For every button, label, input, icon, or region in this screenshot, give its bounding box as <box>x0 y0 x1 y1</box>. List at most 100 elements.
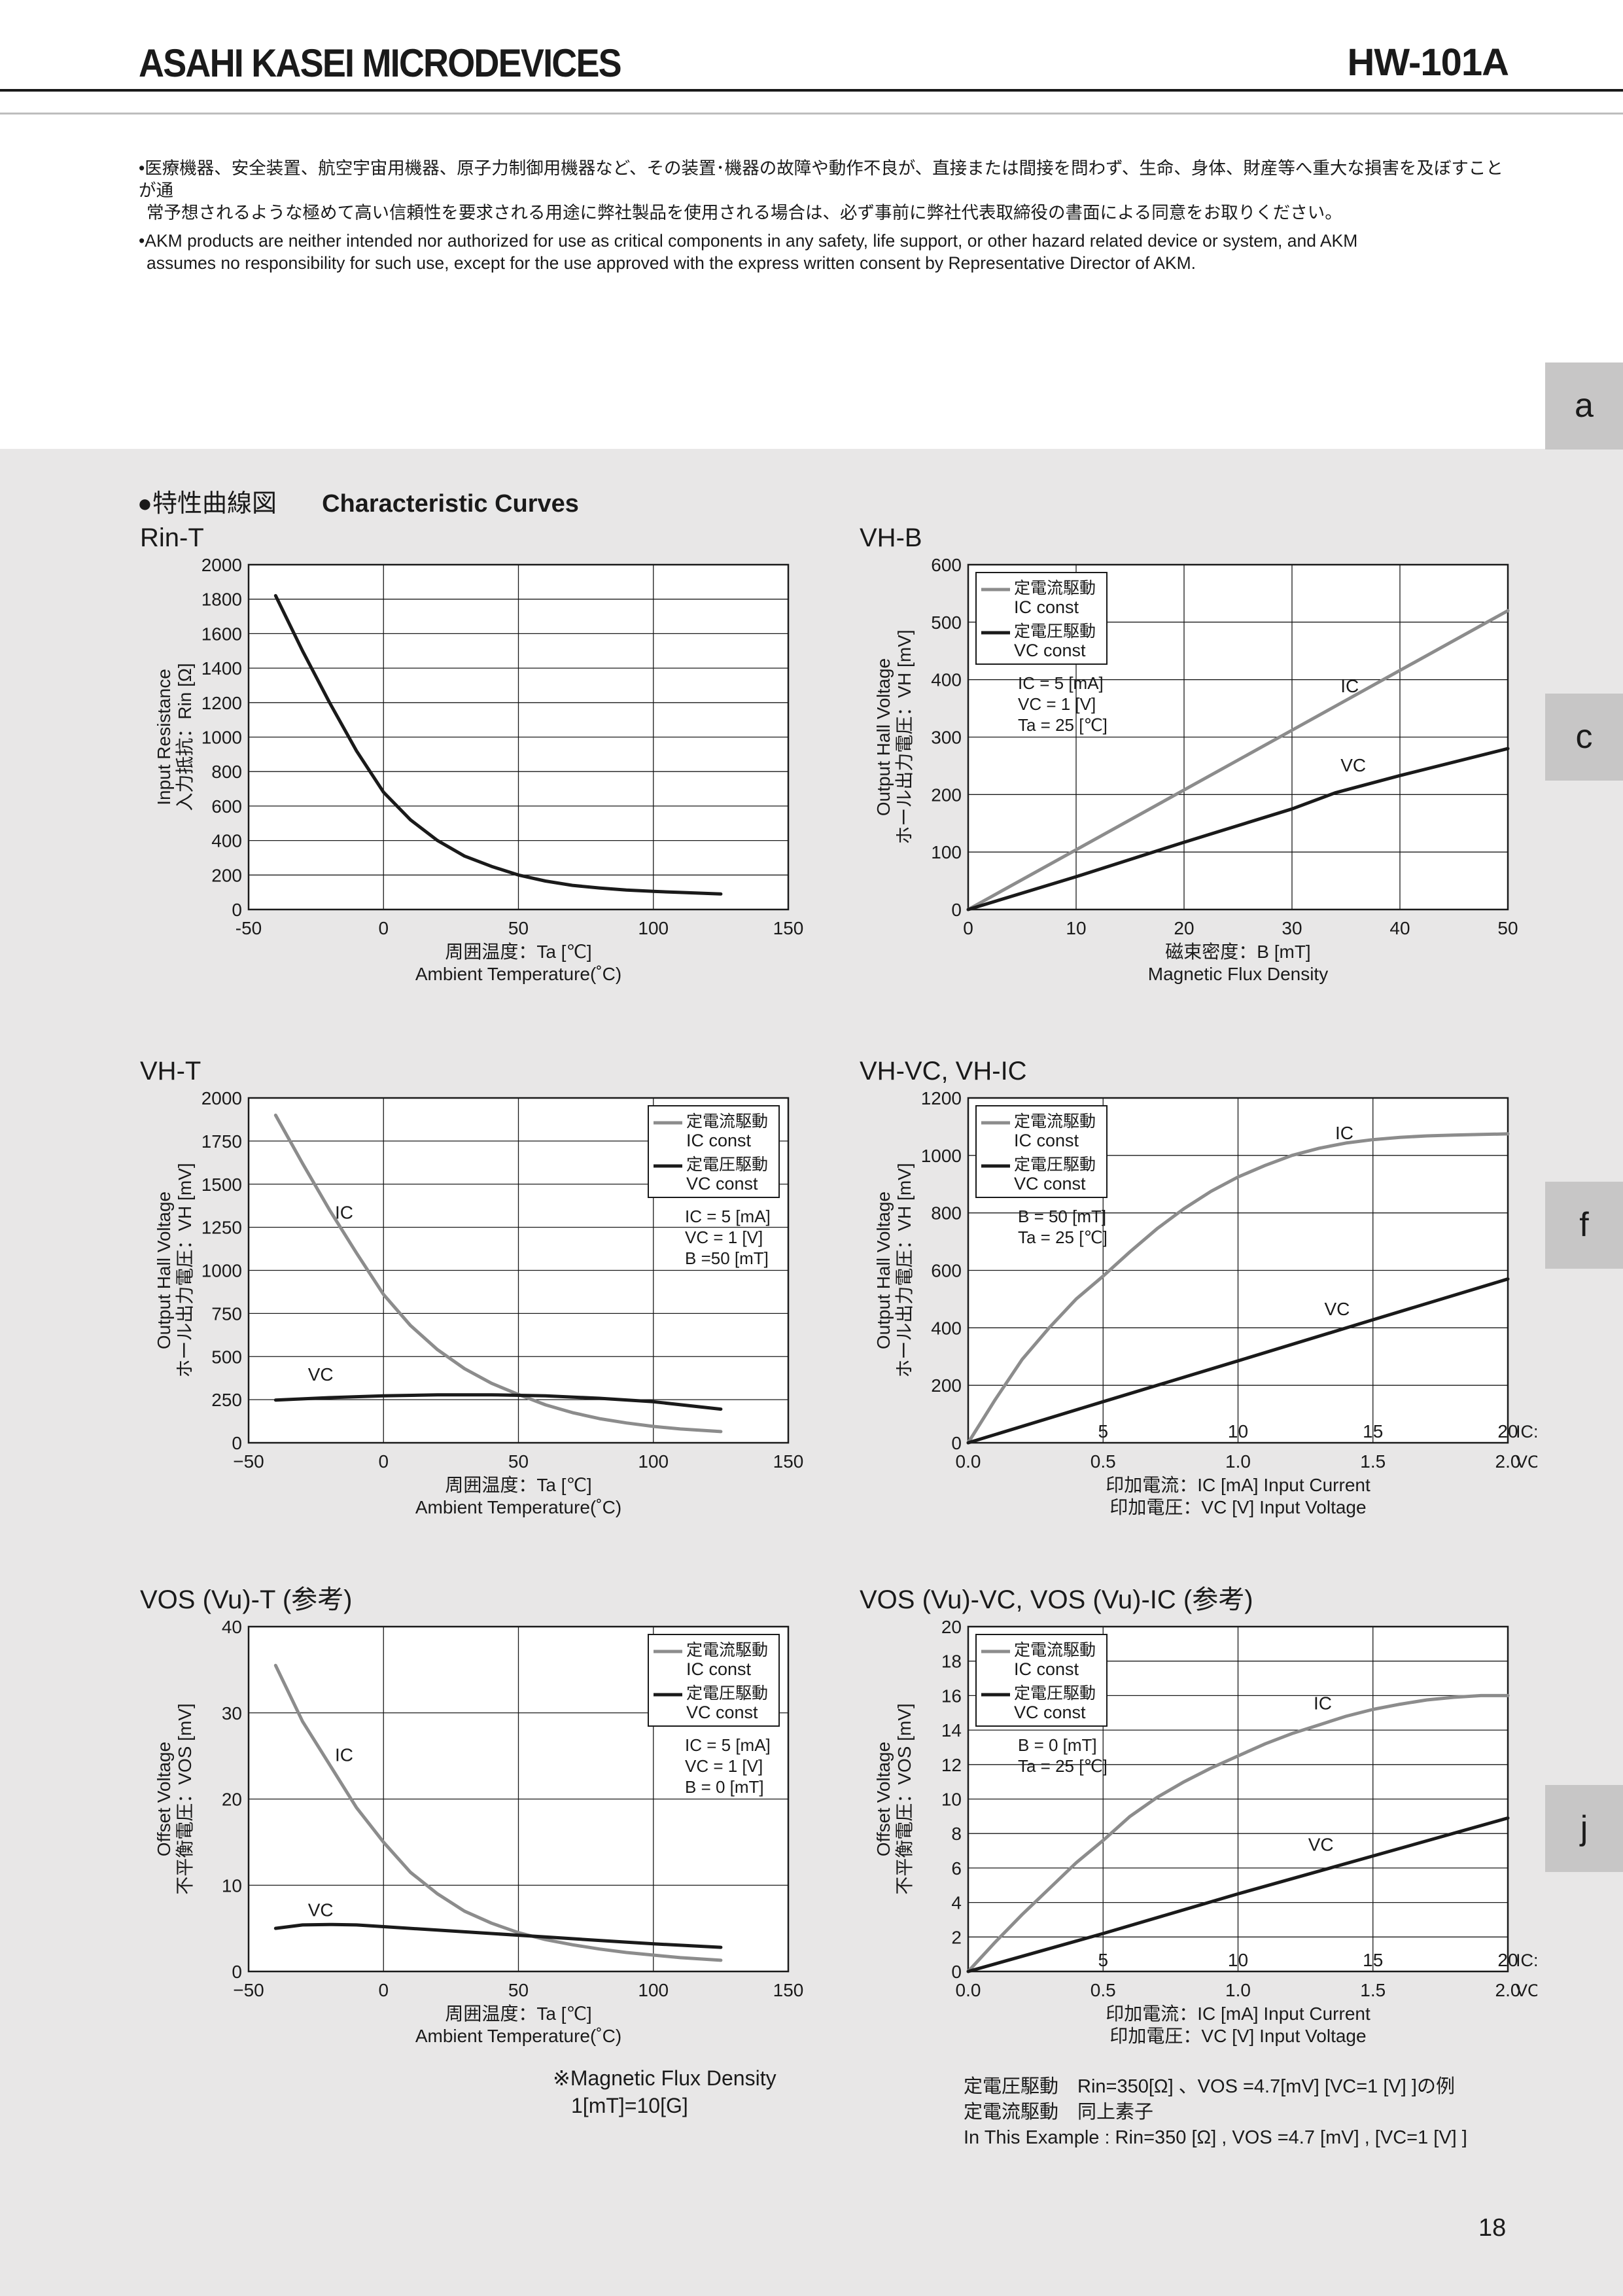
condition-text: Ta = 25 [℃] <box>1018 1756 1108 1776</box>
conditions: B = 0 [mT]Ta = 25 [℃] <box>1018 1735 1108 1776</box>
y-tick-label: 1750 <box>201 1131 242 1152</box>
y-tick-label: 10 <box>941 1790 962 1810</box>
tab-c[interactable]: c <box>1545 694 1623 781</box>
y-tick-label: 0 <box>951 900 962 920</box>
legend-entry: 定電圧駆動 <box>686 1684 768 1703</box>
y-tick-label: 400 <box>931 1318 962 1338</box>
legend-entry: 定電流駆動 <box>686 1112 768 1131</box>
x-tick-label-ic: 10 <box>1228 1421 1248 1441</box>
x-tick-label: 40 <box>1389 918 1410 938</box>
legend-entry: IC const <box>1014 597 1079 617</box>
x-tick-label-ic: 20 <box>1497 1421 1518 1441</box>
x-axis-label-en: 印加電圧：VC [V] Input Voltage <box>1109 1497 1366 1517</box>
x-unit-ic: IC:[mA] <box>1516 1422 1537 1441</box>
x-tick-label: 1.5 <box>1360 1451 1386 1472</box>
x-unit-vc: VC:[V] <box>1516 1981 1537 2000</box>
notice-en-line2: assumes no responsibility for such use, … <box>147 253 1196 273</box>
x-tick-label: −50 <box>233 1451 264 1472</box>
y-axis-label-en: Input Resistance <box>154 669 174 805</box>
series-label: IC <box>1335 1123 1353 1143</box>
y-tick-label: 40 <box>222 1617 242 1637</box>
series-label: IC <box>335 1202 353 1222</box>
chart-rin-t: Rin-T -50 0 50 100 150 0 200 400 600 800 1000 1200 14… <box>131 520 818 1021</box>
x-tick-label: 0.5 <box>1091 1451 1116 1472</box>
condition-text: B = 0 [mT] <box>685 1777 764 1797</box>
chart-title: VH-T <box>140 1057 201 1086</box>
series-label: IC <box>1340 676 1359 696</box>
series-label: VC <box>1308 1835 1334 1855</box>
x-axis-label-en: Magnetic Flux Density <box>1148 964 1328 984</box>
condition-text: IC = 5 [mA] <box>685 1207 771 1226</box>
page-number: 18 <box>1478 2214 1507 2242</box>
y-axis-label-jp: ホール出力電圧：VH [mV] <box>175 1163 195 1377</box>
y-tick-label: 0 <box>951 1433 962 1453</box>
x-tick-label: 1.0 <box>1225 1980 1251 2000</box>
chart-vh-b: VH-B 0 10 20 30 40 50 0 100 200 300 400 500 600 磁束密度：B… <box>850 520 1537 1021</box>
chart-title: VOS (Vu)-VC, VOS (Vu)-IC (参考) <box>860 1585 1253 1614</box>
x-axis-label-en: Ambient Temperature(˚C) <box>415 964 621 984</box>
y-tick-label: 6 <box>951 1858 962 1879</box>
y-tick-label: 200 <box>931 785 962 805</box>
chart-svg: VH-B0 10 20 30 40 500100200300400500600磁束密度：B… <box>860 523 1518 984</box>
series-label: IC <box>335 1745 353 1765</box>
y-axis-label-en: Output Hall Voltage <box>873 658 894 816</box>
y-axis-label-en: Output Hall Voltage <box>873 1192 894 1349</box>
y-tick-label: 1200 <box>201 693 242 713</box>
y-tick-label: 30 <box>222 1703 242 1723</box>
conditions: IC = 5 [mA]VC = 1 [V]Ta = 25 [℃] <box>1018 673 1108 735</box>
y-tick-label: 400 <box>211 831 242 851</box>
series-line-ic <box>273 1663 723 1962</box>
notice-jp: •医療機器、安全装置、航空宇宙用機器、原子力制御用機器など、その装置･機器の故障… <box>139 157 1512 224</box>
y-tick-label: 600 <box>931 555 962 575</box>
tab-f[interactable]: f <box>1545 1182 1623 1269</box>
legend-entry: IC const <box>1014 1131 1079 1150</box>
y-tick-label: 4 <box>951 1893 962 1913</box>
legend-entry: VC const <box>686 1174 758 1193</box>
y-axis-label-jp: 不平衡電圧：VOS [mV] <box>175 1703 195 1894</box>
series-label: VC <box>1325 1299 1350 1319</box>
chart-title: VH-B <box>860 523 922 552</box>
x-axis-label-jp: 周囲温度：Ta [℃] <box>445 1475 591 1495</box>
x-axis-label-en: Ambient Temperature(˚C) <box>415 1497 621 1517</box>
x-tick-label: 0 <box>378 918 389 938</box>
y-tick-label: 18 <box>941 1651 962 1672</box>
chart-title: Rin-T <box>140 523 204 552</box>
x-tick-label: 0.5 <box>1091 1980 1116 2000</box>
y-tick-label: 250 <box>211 1390 242 1410</box>
y-tick-label: 0 <box>232 1962 242 1982</box>
x-tick-label: 150 <box>773 918 804 938</box>
chart-svg: Rin-T-50 0 50 100 15002004006008001000120014… <box>140 523 804 984</box>
y-tick-label: 750 <box>211 1303 242 1324</box>
y-tick-label: 800 <box>211 762 242 782</box>
tab-a[interactable]: a <box>1545 362 1623 450</box>
legend-entry: 定電圧駆動 <box>1014 1156 1096 1174</box>
y-tick-label: 600 <box>931 1261 962 1281</box>
x-tick-label: 1.5 <box>1360 1980 1386 2000</box>
y-tick-label: 800 <box>931 1203 962 1224</box>
chart-svg: VH-VC, VH-IC 0.0 0.5 1.0 1.5 2.0 0 200 400 600 800… <box>860 1057 1575 1517</box>
section-title-en: Characteristic Curves <box>322 490 579 518</box>
legend-entry: VC const <box>1014 1703 1086 1722</box>
conditions: B = 50 [mT]Ta = 25 [℃] <box>1018 1207 1108 1247</box>
x-axis-label-jp: 周囲温度：Ta [℃] <box>445 942 591 962</box>
conditions: IC = 5 [mA]VC = 1 [V]B =50 [mT] <box>685 1207 771 1268</box>
condition-text: B =50 [mT] <box>685 1248 769 1268</box>
x-tick-label: 20 <box>1174 918 1194 938</box>
chart-svg: VH-T−50 0 50 100 150025050075010001250150017… <box>140 1057 803 1517</box>
x-tick-label-ic: 15 <box>1363 1950 1383 1970</box>
x-tick-label-ic: 20 <box>1497 1950 1518 1970</box>
legend-entry: IC const <box>686 1131 752 1150</box>
condition-text: VC = 1 [V] <box>685 1227 763 1247</box>
x-tick-label: 50 <box>1497 918 1518 938</box>
series-line-vc <box>966 1277 1510 1445</box>
x-axis-label-jp: 磁束密度：B [mT] <box>1165 942 1310 962</box>
tab-j[interactable]: j <box>1545 1785 1623 1872</box>
x-tick-label: −50 <box>233 1980 264 2000</box>
series-line-vc <box>273 1393 723 1411</box>
x-tick-label: 0 <box>963 918 973 938</box>
legend-entry: 定電流駆動 <box>1014 1112 1096 1131</box>
x-unit-ic: IC:[mA] <box>1516 1951 1537 1970</box>
x-tick-label: 50 <box>508 918 529 938</box>
y-tick-label: 0 <box>951 1962 962 1982</box>
x-tick-label-ic: 15 <box>1363 1421 1383 1441</box>
